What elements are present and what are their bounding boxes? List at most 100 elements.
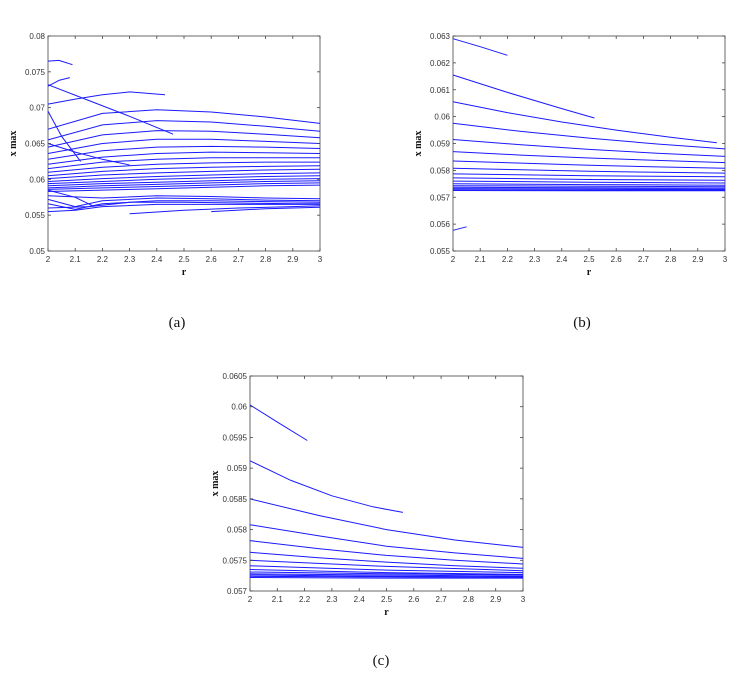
y-axis-label-c: x max [210, 471, 221, 497]
series-line-a-11 [47, 161, 320, 173]
x-tick-label-c: 2.5 [381, 595, 393, 604]
series-line-b-7 [452, 167, 726, 174]
panel-label-b: (b) [573, 315, 591, 331]
series-line-b-2 [452, 101, 717, 144]
series-line-c-3 [249, 524, 524, 559]
series-line-a-4 [47, 109, 321, 130]
chart-panel-a: 2 2.1 2.2 2.3 2.4 2.5 2.6 2.7 2.8 2.9 3 0.05 0.055 0.… [8, 32, 323, 278]
series-line-a-16 [47, 178, 321, 187]
series-line-b-12 [452, 185, 726, 188]
series-line-c-6 [249, 559, 524, 572]
y-tick-label-a: 0.055 [25, 211, 46, 220]
y-tick-label-b: 0.055 [430, 247, 451, 256]
y-tick-label-b: 0.061 [430, 86, 451, 95]
series-line-a-0 [47, 59, 73, 66]
series-line-b-10 [452, 180, 726, 184]
series-line-b-17 [452, 226, 467, 231]
series-line-c-12 [249, 575, 524, 578]
y-tick-label-b: 0.06 [434, 113, 450, 122]
series-line-c-9 [249, 571, 524, 576]
x-tick-label-b: 2.8 [665, 255, 677, 264]
chart-panel-b: 2 2.1 2.2 2.3 2.4 2.5 2.6 2.7 2.8 2.9 3 0.055 0.056 0… [413, 32, 728, 278]
series-line-a-26 [47, 195, 321, 200]
y-tick-label-c: 0.06 [231, 403, 247, 412]
series-line-a-29 [47, 189, 95, 208]
series-line-a-2 [47, 91, 166, 105]
series-line-c-2 [249, 498, 524, 548]
x-tick-label-b: 2.3 [529, 255, 541, 264]
y-tick-label-a: 0.07 [29, 104, 45, 113]
x-tick-label-a: 2.2 [97, 255, 109, 264]
series-line-c-1 [249, 460, 403, 513]
series-line-a-5 [47, 120, 321, 141]
series-line-a-7 [47, 138, 321, 154]
y-tick-label-c: 0.059 [227, 464, 248, 473]
series-line-a-6 [47, 130, 321, 148]
y-tick-label-a: 0.08 [29, 32, 45, 41]
y-tick-label-b: 0.059 [430, 140, 451, 149]
series-line-a-28 [211, 206, 321, 213]
series-line-b-14 [452, 188, 726, 190]
series-line-a-20 [47, 143, 130, 166]
series-line-b-11 [452, 183, 726, 186]
x-tick-label-a: 2.7 [233, 255, 245, 264]
x-tick-label-c: 2.6 [408, 595, 420, 604]
y-tick-label-b: 0.058 [430, 166, 451, 175]
y-tick-label-b: 0.063 [430, 32, 451, 41]
x-tick-label-a: 3 [318, 255, 323, 264]
series-line-b-1 [452, 74, 595, 119]
x-tick-label-b: 2 [451, 255, 456, 264]
series-line-c-4 [249, 540, 524, 565]
y-tick-label-a: 0.065 [25, 140, 46, 149]
series-line-b-6 [452, 160, 726, 169]
y-tick-label-c: 0.0575 [223, 556, 248, 565]
x-tick-label-a: 2.1 [70, 255, 82, 264]
x-tick-label-a: 2.4 [151, 255, 163, 264]
x-tick-label-a: 2 [46, 255, 51, 264]
series-line-a-9 [47, 151, 321, 165]
y-tick-label-a: 0.06 [29, 175, 45, 184]
series-line-b-3 [452, 122, 726, 150]
series-line-a-15 [47, 175, 321, 185]
x-tick-label-c: 2.7 [436, 595, 448, 604]
x-tick-label-a: 2.3 [124, 255, 136, 264]
series-line-a-18 [47, 182, 321, 190]
y-tick-label-b: 0.057 [430, 193, 451, 202]
x-tick-label-c: 2.2 [299, 595, 311, 604]
series-line-b-13 [452, 186, 726, 189]
y-tick-label-c: 0.0585 [223, 495, 248, 504]
x-axis-label-c: r [384, 607, 389, 618]
series-line-c-7 [249, 565, 524, 574]
plot-area-c [249, 375, 524, 592]
plot-area-b [452, 35, 726, 252]
series-line-a-19 [47, 184, 321, 192]
series-line-a-27 [129, 205, 321, 215]
series-line-b-0 [452, 38, 508, 56]
y-tick-label-c: 0.0605 [223, 372, 248, 381]
panel-label-a: (a) [169, 315, 186, 331]
y-tick-label-b: 0.056 [430, 220, 451, 229]
x-tick-label-a: 2.8 [260, 255, 272, 264]
series-line-a-23 [47, 200, 321, 210]
x-tick-label-b: 2.7 [638, 255, 650, 264]
y-tick-label-c: 0.058 [227, 526, 248, 535]
y-tick-label-a: 0.05 [29, 247, 45, 256]
series-line-b-5 [452, 151, 726, 164]
x-tick-label-b: 2.4 [556, 255, 568, 264]
x-tick-label-a: 2.9 [287, 255, 299, 264]
series-line-b-9 [452, 177, 726, 181]
y-axis-label-a: x max [8, 131, 19, 157]
series-line-c-10 [249, 573, 524, 577]
x-tick-label-c: 2.9 [490, 595, 502, 604]
plot-area-a [47, 35, 321, 252]
y-axis-label-b: x max [413, 131, 424, 157]
series-line-a-14 [47, 172, 321, 182]
y-tick-label-a: 0.075 [25, 68, 46, 77]
series-line-c-13 [249, 577, 523, 579]
series-line-a-13 [47, 168, 321, 180]
chart-panel-c: 2 2.1 2.2 2.3 2.4 2.5 2.6 2.7 2.8 2.9 3 0.057 0.0575… [210, 372, 526, 618]
panel-label-c: (c) [373, 653, 390, 669]
x-tick-label-c: 2.1 [272, 595, 284, 604]
x-tick-label-a: 2.6 [206, 255, 218, 264]
